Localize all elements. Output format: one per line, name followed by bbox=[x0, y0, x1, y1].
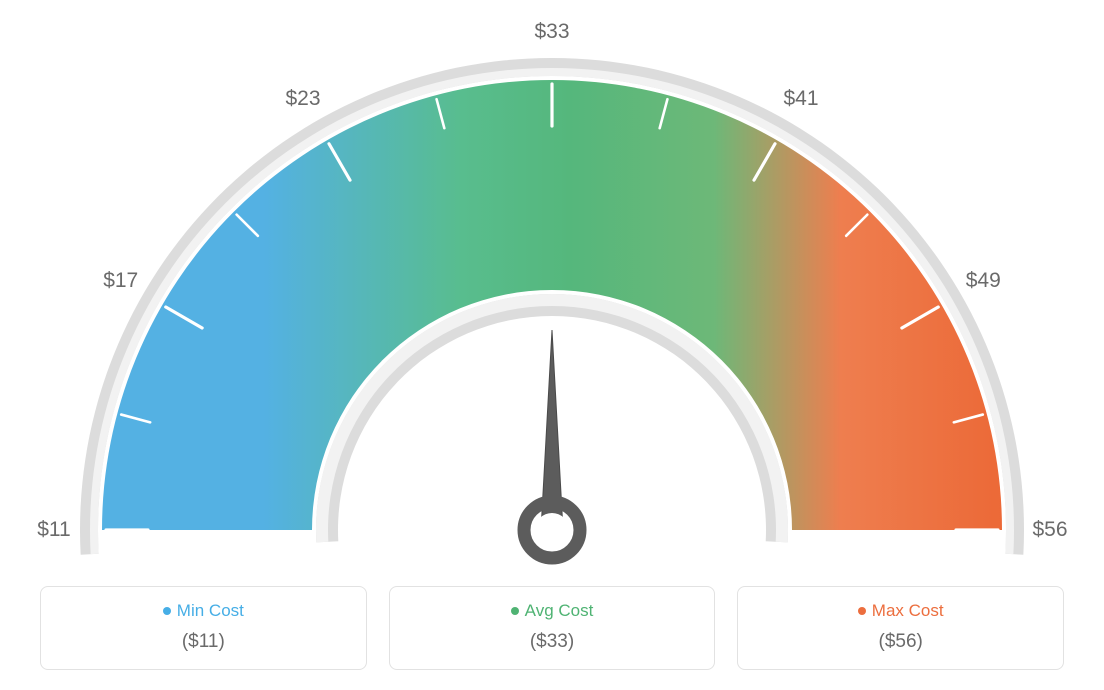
gauge-tick-label: $33 bbox=[534, 20, 569, 44]
legend-dot-min bbox=[163, 607, 171, 615]
legend-card-min: Min Cost ($11) bbox=[40, 586, 367, 670]
legend-dot-avg bbox=[511, 607, 519, 615]
gauge-tick-label: $49 bbox=[966, 269, 1001, 293]
gauge-tick-label: $17 bbox=[103, 269, 138, 293]
legend-dot-max bbox=[858, 607, 866, 615]
legend-title-min-text: Min Cost bbox=[177, 601, 244, 620]
chart-container: $11 $17 $23 $33 $41 $49 $56 Min Cost ($11) Avg… bbox=[0, 0, 1104, 690]
legend-value-min: ($11) bbox=[49, 631, 358, 653]
legend-card-avg: Avg Cost ($33) bbox=[389, 586, 716, 670]
gauge-tick-label: $41 bbox=[783, 87, 818, 111]
gauge-area: $11 $17 $23 $33 $41 $49 $56 bbox=[0, 0, 1104, 560]
legend-title-max-text: Max Cost bbox=[872, 601, 944, 620]
legend-value-max: ($56) bbox=[746, 631, 1055, 653]
gauge-svg bbox=[22, 20, 1082, 580]
gauge-tick-label: $56 bbox=[1032, 518, 1067, 542]
gauge-tick-label: $23 bbox=[285, 87, 320, 111]
legend-title-avg-text: Avg Cost bbox=[525, 601, 594, 620]
legend-card-max: Max Cost ($56) bbox=[737, 586, 1064, 670]
legend-title-max: Max Cost bbox=[746, 601, 1055, 621]
gauge-tick-label: $11 bbox=[37, 518, 70, 542]
legend-title-avg: Avg Cost bbox=[398, 601, 707, 621]
legend-row: Min Cost ($11) Avg Cost ($33) Max Cost (… bbox=[40, 586, 1064, 670]
legend-title-min: Min Cost bbox=[49, 601, 358, 621]
legend-value-avg: ($33) bbox=[398, 631, 707, 653]
